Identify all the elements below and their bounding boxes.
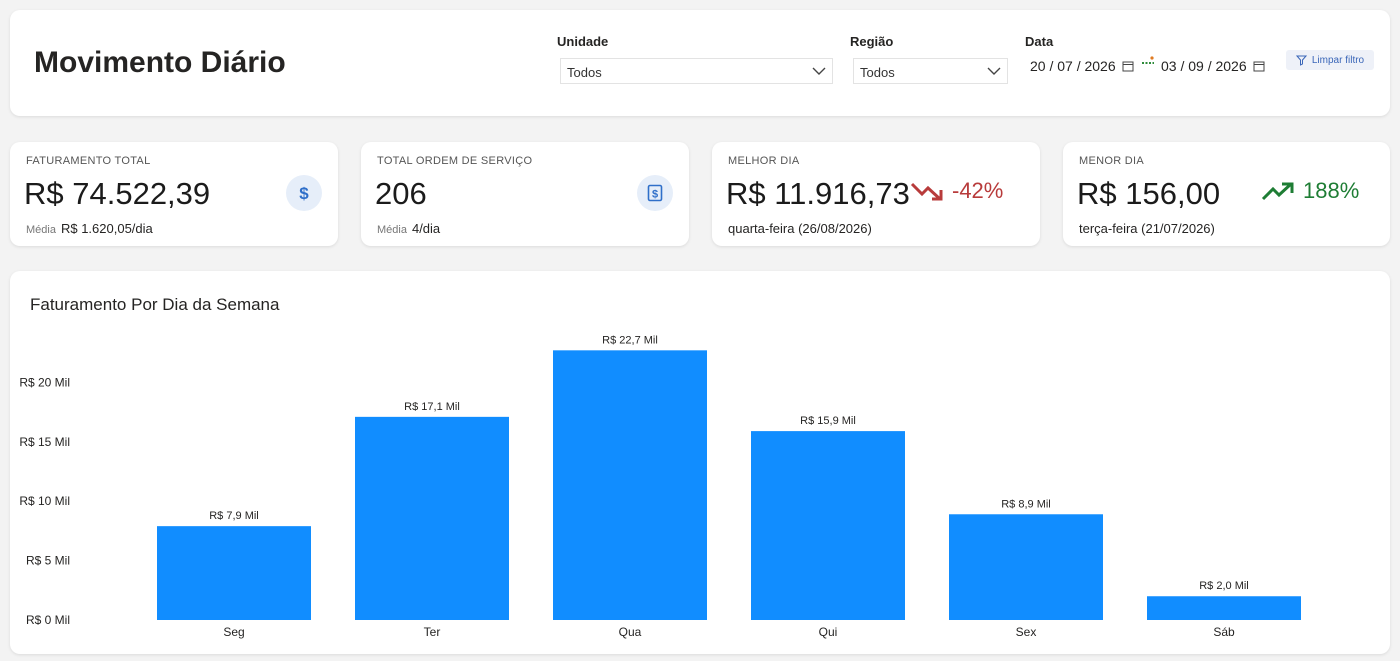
kpi-sub-value: 4/dia (411, 221, 441, 236)
x-tick-label: Ter (424, 625, 441, 639)
clear-filter-button[interactable]: Limpar filtro (1286, 50, 1374, 70)
data-label: Data (1025, 34, 1054, 49)
bar-value-label: R$ 15,9 Mil (800, 415, 856, 427)
bar-value-label: R$ 7,9 Mil (209, 510, 259, 522)
kpi-label: FATURAMENTO TOTAL (26, 155, 151, 167)
kpi-label: TOTAL ORDEM DE SERVIÇO (377, 155, 533, 167)
calendar-icon (1122, 61, 1134, 72)
calendar-icon (1253, 61, 1265, 72)
bar-qui[interactable] (751, 431, 905, 620)
regiao-dropdown[interactable]: Todos (853, 58, 1008, 84)
kpi-card-faturamento: FATURAMENTO TOTAL R$ 74.522,39 Média R$ … (10, 142, 338, 246)
bar-value-label: R$ 22,7 Mil (602, 334, 658, 346)
date-end-input[interactable]: 03 / 09 / 2026 (1161, 58, 1265, 74)
kpi-trend: -42% (910, 178, 1003, 204)
bar-chart: R$ 0 Mil R$ 5 Mil R$ 10 Mil R$ 15 Mil R$ 20 … (19, 334, 1301, 639)
chart-title: Faturamento Por Dia da Semana (30, 295, 280, 314)
bar-sáb[interactable] (1147, 596, 1301, 620)
kpi-label: MELHOR DIA (728, 155, 800, 167)
kpi-card-melhor-dia: MELHOR DIA R$ 11.916,73 -42% quarta-feir… (712, 142, 1040, 246)
regiao-label: Região (850, 34, 894, 49)
bar-value-label: R$ 8,9 Mil (1001, 498, 1051, 510)
kpi-label: MENOR DIA (1079, 155, 1145, 167)
trend-value: 188% (1303, 178, 1360, 203)
y-tick-label: R$ 15 Mil (19, 435, 70, 449)
kpi-value: 206 (375, 176, 427, 211)
kpi-sub-value: terça-feira (21/07/2026) (1079, 221, 1215, 236)
y-tick-label: R$ 5 Mil (26, 554, 70, 568)
svg-text:$: $ (652, 189, 658, 201)
kpi-sub: Média 4/dia (377, 221, 440, 236)
trending-down-icon (910, 182, 943, 201)
page-title: Movimento Diário (34, 46, 286, 79)
y-tick-label: R$ 20 Mil (19, 375, 70, 389)
bar-value-label: R$ 2,0 Mil (1199, 580, 1249, 592)
invoice-icon: $ (637, 175, 673, 211)
kpi-sub-value: R$ 1.620,05/dia (60, 221, 153, 236)
chevron-down-icon (987, 67, 1001, 75)
kpi-trend: 188% (1261, 178, 1359, 204)
x-tick-label: Sex (1016, 625, 1037, 639)
regiao-value: Todos (860, 65, 895, 80)
kpi-value: R$ 11.916,73 (726, 176, 910, 211)
kpi-sub: terça-feira (21/07/2026) (1079, 221, 1215, 236)
kpi-card-ordens: TOTAL ORDEM DE SERVIÇO 206 Média 4/dia $ (361, 142, 689, 246)
trend-value: -42% (952, 178, 1004, 203)
y-tick-label: R$ 10 Mil (19, 494, 70, 508)
trending-up-icon (1261, 182, 1294, 201)
clear-filter-label: Limpar filtro (1311, 54, 1365, 66)
svg-text:$: $ (299, 184, 309, 202)
x-tick-label: Qua (619, 625, 642, 639)
kpi-value: R$ 74.522,39 (24, 176, 211, 211)
x-tick-label: Qui (819, 625, 838, 639)
y-tick-label: R$ 0 Mil (26, 613, 70, 627)
dollar-icon: $ (286, 175, 322, 211)
date-start-input[interactable]: 20 / 07 / 2026 (1030, 58, 1134, 74)
kpi-sub: quarta-feira (26/08/2026) (728, 221, 872, 236)
header-card: Movimento Diário Unidade Todos Região To… (10, 10, 1390, 116)
bar-seg[interactable] (157, 526, 311, 620)
bar-qua[interactable] (553, 350, 707, 620)
chart-card: Faturamento Por Dia da Semana R$ 0 Mil R$… (10, 271, 1390, 654)
bar-sex[interactable] (949, 514, 1103, 620)
kpi-card-menor-dia: MENOR DIA R$ 156,00 188% terça-feira (21… (1063, 142, 1390, 246)
kpi-sub: Média R$ 1.620,05/dia (26, 221, 153, 236)
bar-ter[interactable] (355, 416, 509, 620)
x-tick-label: Sáb (1213, 625, 1235, 639)
bar-value-label: R$ 17,1 Mil (404, 401, 460, 413)
filter-clear-icon (1295, 55, 1307, 66)
unidade-dropdown[interactable]: Todos (560, 58, 833, 84)
chevron-down-icon (812, 67, 826, 75)
x-tick-label: Seg (223, 625, 244, 639)
date-start-value: 20 / 07 / 2026 (1030, 58, 1116, 74)
kpi-value: R$ 156,00 (1077, 176, 1221, 211)
kpi-sub-label: Média (26, 224, 56, 236)
kpi-sub-value: quarta-feira (26/08/2026) (728, 221, 872, 236)
kpi-sub-label: Média (377, 224, 407, 236)
date-range-slider-icon[interactable] (1141, 56, 1155, 66)
unidade-value: Todos (567, 65, 602, 80)
date-end-value: 03 / 09 / 2026 (1161, 58, 1247, 74)
unidade-label: Unidade (557, 34, 609, 49)
